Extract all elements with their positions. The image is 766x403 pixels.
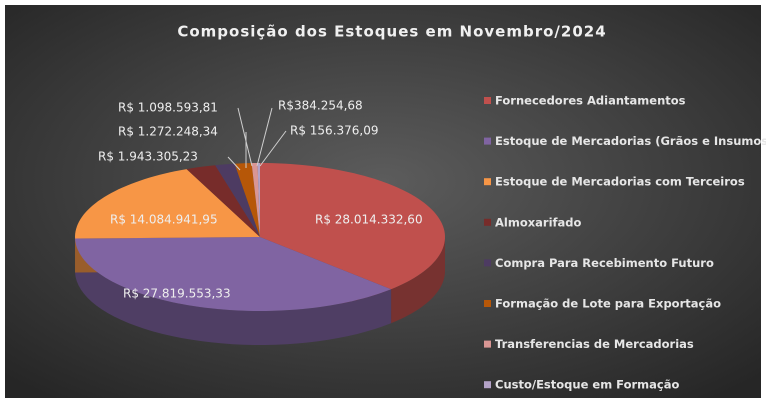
pie-slice <box>186 165 260 237</box>
legend-swatch <box>484 137 491 145</box>
legend: Fornecedores Adiantamentos Estoque de Mer… <box>484 94 766 392</box>
leader-line <box>237 107 253 167</box>
legend-swatch <box>484 178 491 186</box>
pie-slice <box>234 163 260 237</box>
leader-line <box>259 130 287 167</box>
pie-slice <box>257 163 260 237</box>
legend-swatch <box>484 300 491 307</box>
pie-slice <box>215 163 260 237</box>
data-label: R$ 156.376,09 <box>290 124 379 138</box>
data-label: R$ 28.014.332,60 <box>315 213 423 227</box>
legend-label: Almoxarifado <box>495 215 582 229</box>
legend-label: Fornecedores Adiantamentos <box>495 94 686 108</box>
data-label: R$ 1.098.593,81 <box>118 101 218 115</box>
data-label: R$384.254,68 <box>278 99 363 113</box>
pie-slice <box>251 163 260 237</box>
legend-label: Transferencias de Mercadorias <box>495 337 694 351</box>
data-label: R$ 14.084.941,95 <box>110 213 218 227</box>
pie-slice <box>75 237 392 311</box>
legend-swatch <box>484 218 491 226</box>
pie-tops <box>75 163 445 311</box>
legend-label: Compra Para Recebimento Futuro <box>495 256 714 270</box>
data-labels: R$ 28.014.332,60 R$ 27.819.553,33 R$ 14.08… <box>98 99 423 301</box>
data-label: R$ 1.272.248,34 <box>118 125 218 139</box>
data-label: R$ 1.943.305,23 <box>98 150 198 164</box>
chart-title: Composição dos Estoques em Novembro/2024 <box>177 23 606 41</box>
legend-label: Custo/Estoque em Formação <box>495 378 679 392</box>
pie-side <box>75 238 392 345</box>
data-label: R$ 27.819.553,33 <box>123 287 231 301</box>
legend-swatch <box>484 381 491 389</box>
legend-swatch <box>484 340 491 348</box>
leader-line <box>256 107 273 167</box>
pie-slice <box>260 163 445 290</box>
leader-line <box>227 156 241 171</box>
pie-side <box>391 237 445 324</box>
pie-slice <box>75 169 260 239</box>
legend-label: Estoque de Mercadorias com Terceiros <box>495 175 745 189</box>
legend-swatch <box>484 97 491 104</box>
legend-label: Formação de Lote para Exportação <box>495 297 721 311</box>
legend-swatch <box>484 259 491 267</box>
legend-label: Estoque de Mercadorias (Grãos e Insumos) <box>495 134 766 148</box>
